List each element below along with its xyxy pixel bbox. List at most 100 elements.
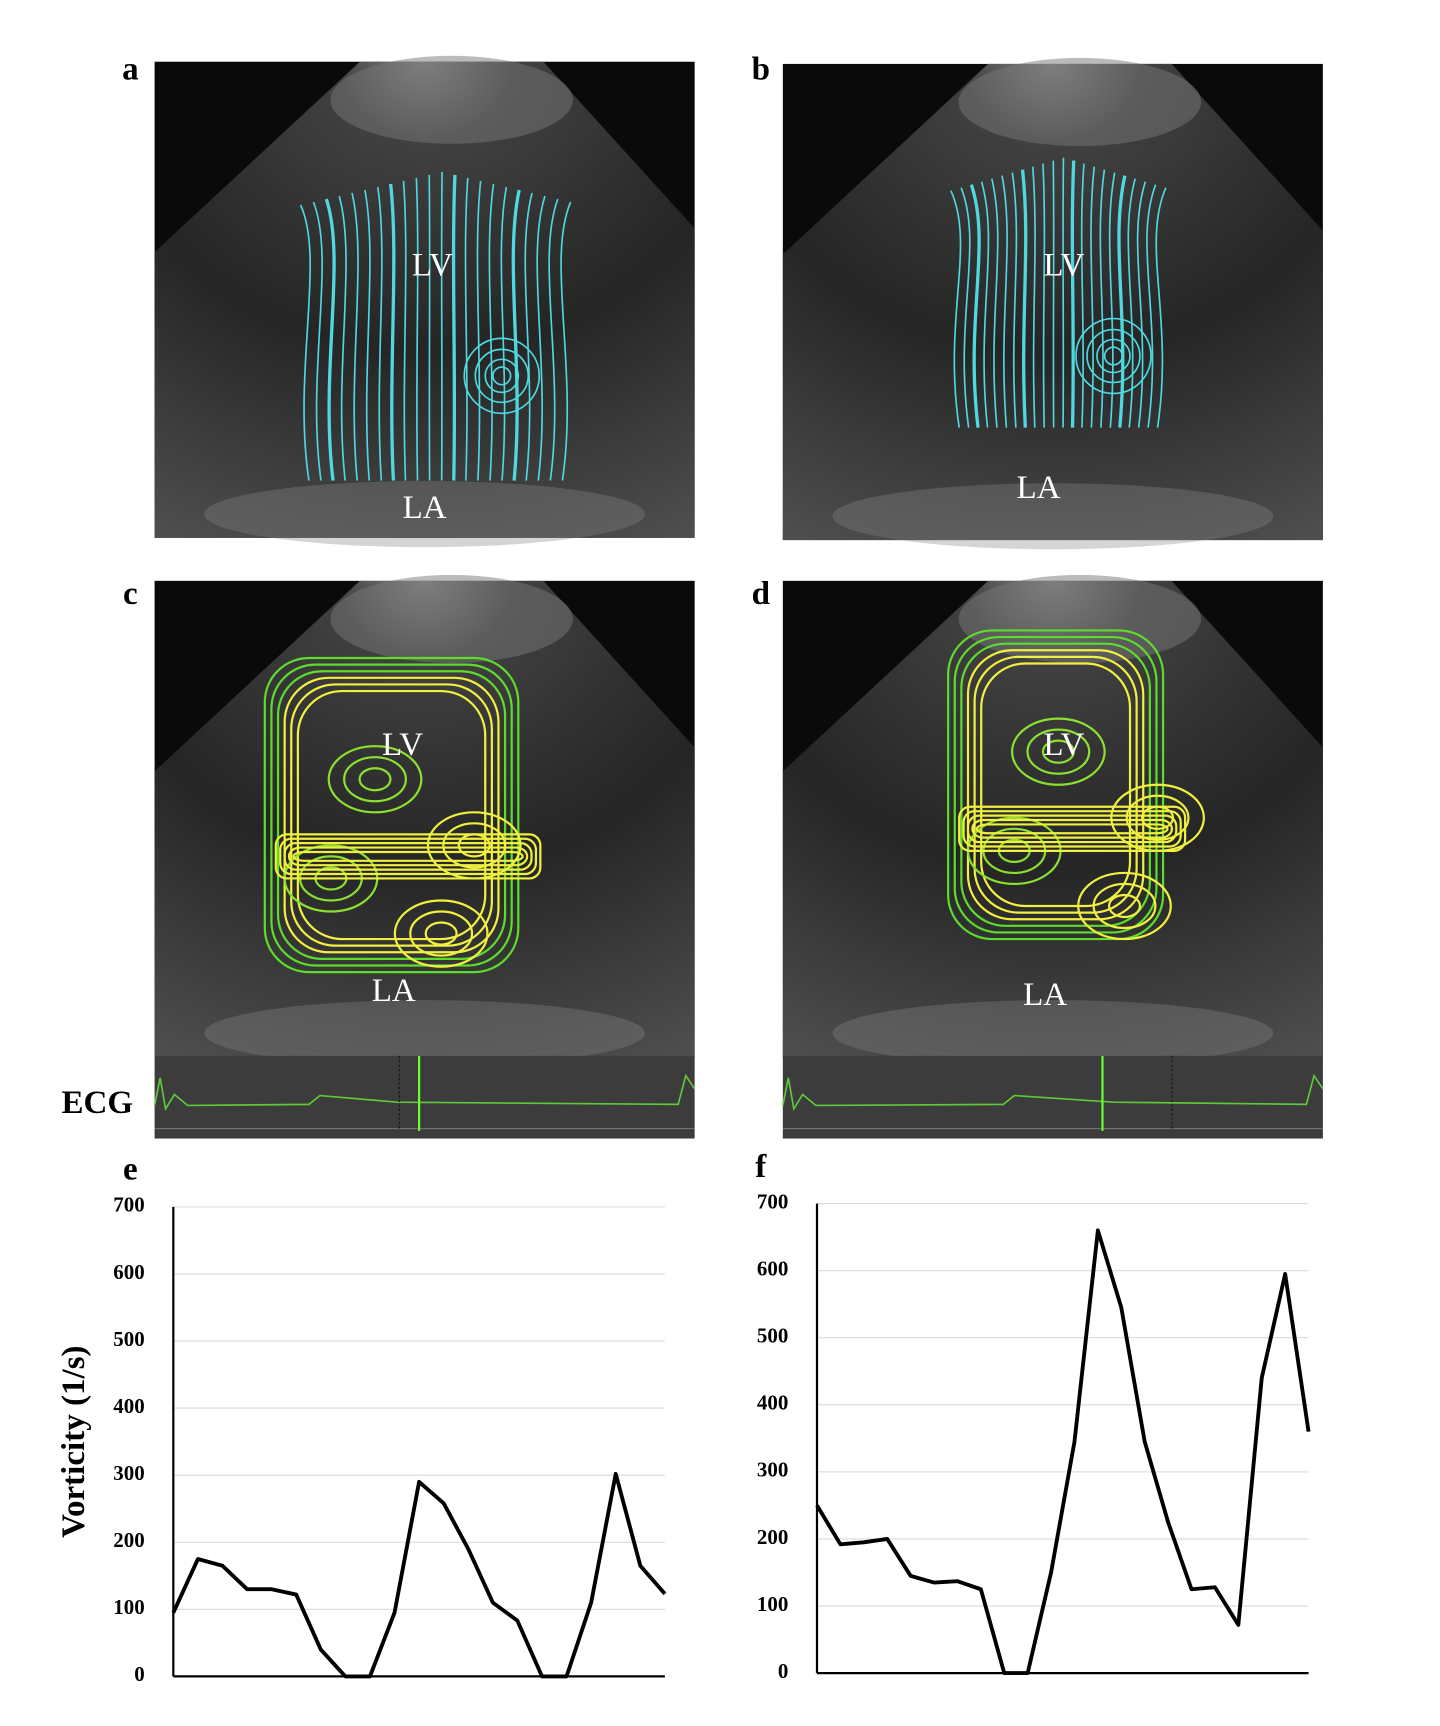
panel-label: b	[752, 51, 770, 87]
contour	[409, 910, 474, 957]
contour	[980, 662, 1132, 908]
streamline	[324, 198, 336, 481]
streamline	[415, 177, 419, 481]
y-tick-label: 300	[757, 1458, 788, 1482]
y-tick-label: 700	[113, 1193, 144, 1217]
streamline	[548, 198, 559, 481]
y-tick-label: 100	[113, 1595, 144, 1619]
la-label: LA	[1023, 977, 1067, 1013]
vortex	[463, 337, 541, 415]
streamline	[1070, 160, 1076, 428]
contour	[973, 655, 1138, 914]
ecg-label: ECG	[61, 1085, 133, 1121]
streamline	[451, 174, 457, 481]
streamline	[500, 186, 508, 481]
streamline	[364, 189, 371, 481]
contour	[962, 810, 1182, 848]
contour	[393, 899, 489, 968]
contour	[276, 670, 507, 960]
streamline	[1001, 175, 1008, 428]
ultrasound-sector	[154, 61, 695, 538]
echo-image	[782, 57, 1323, 550]
contour	[1077, 871, 1172, 941]
streamline	[388, 183, 396, 481]
vortex	[1086, 328, 1141, 384]
contour	[343, 756, 407, 803]
contour	[1107, 893, 1142, 919]
streamline	[299, 204, 312, 481]
tissue	[958, 574, 1202, 664]
contour	[966, 814, 1178, 844]
vortex	[484, 358, 520, 394]
streamline	[338, 195, 347, 481]
contour	[1010, 717, 1106, 786]
streamline	[1020, 169, 1028, 428]
contour	[292, 850, 524, 862]
y-tick-label: 200	[757, 1525, 788, 1549]
lv-label: LV	[1043, 727, 1084, 763]
data-line	[815, 1228, 1311, 1676]
contour	[358, 767, 392, 792]
tissue	[204, 1000, 646, 1067]
streamline	[312, 201, 323, 481]
contour	[1041, 739, 1075, 764]
streamline	[980, 181, 990, 428]
streamline	[960, 187, 971, 428]
contour	[287, 846, 529, 867]
y-tick-label: 300	[113, 1461, 144, 1485]
y-tick-label: 400	[757, 1391, 788, 1415]
contour	[283, 842, 533, 871]
ecg-trace	[153, 1073, 696, 1112]
streamline	[1031, 166, 1036, 428]
streamline	[1117, 175, 1127, 428]
streamline	[376, 186, 383, 481]
contour	[327, 745, 423, 814]
y-tick-label: 0	[778, 1659, 788, 1683]
streamline	[351, 192, 359, 481]
tissue	[330, 55, 573, 144]
streamline	[1042, 163, 1046, 428]
la-label: LA	[403, 490, 447, 526]
streamline	[560, 201, 572, 481]
y-tick-label: 600	[113, 1260, 144, 1284]
contour	[424, 921, 458, 946]
streamline	[1155, 187, 1167, 428]
streamline	[969, 184, 981, 428]
contour	[966, 649, 1145, 921]
vortex	[492, 366, 512, 386]
contour	[296, 689, 487, 941]
panel-label: f	[755, 1149, 767, 1185]
streamline	[1099, 169, 1106, 428]
y-tick-label: 100	[757, 1592, 788, 1616]
contour	[270, 663, 513, 967]
contour	[442, 822, 507, 869]
panel-label: e	[123, 1151, 138, 1187]
tissue	[330, 574, 573, 664]
contour	[958, 805, 1187, 852]
y-tick-label: 700	[757, 1189, 788, 1213]
y-tick-label: 200	[113, 1528, 144, 1552]
streamline	[1080, 163, 1085, 428]
y-axis-label: Vorticity (1/s)	[56, 1345, 92, 1537]
tissue	[832, 483, 1274, 550]
y-tick-label: 500	[757, 1324, 788, 1348]
contour	[1092, 882, 1157, 930]
streamline	[488, 183, 495, 481]
echo-image	[154, 574, 695, 1067]
streamline	[1011, 172, 1018, 428]
tissue	[832, 1000, 1274, 1067]
tissue	[204, 480, 646, 548]
y-tick-label: 0	[134, 1662, 144, 1686]
ecg-background	[782, 1055, 1323, 1139]
echo-image	[782, 574, 1323, 1067]
contour	[283, 676, 500, 954]
contour	[1026, 728, 1091, 775]
contour	[1125, 794, 1190, 841]
panel-label: d	[752, 576, 771, 612]
streamline	[476, 180, 482, 481]
vortex	[474, 348, 530, 404]
vortex	[1075, 317, 1152, 395]
streamline	[1108, 172, 1116, 428]
streamline	[991, 178, 999, 428]
contour	[263, 656, 520, 974]
